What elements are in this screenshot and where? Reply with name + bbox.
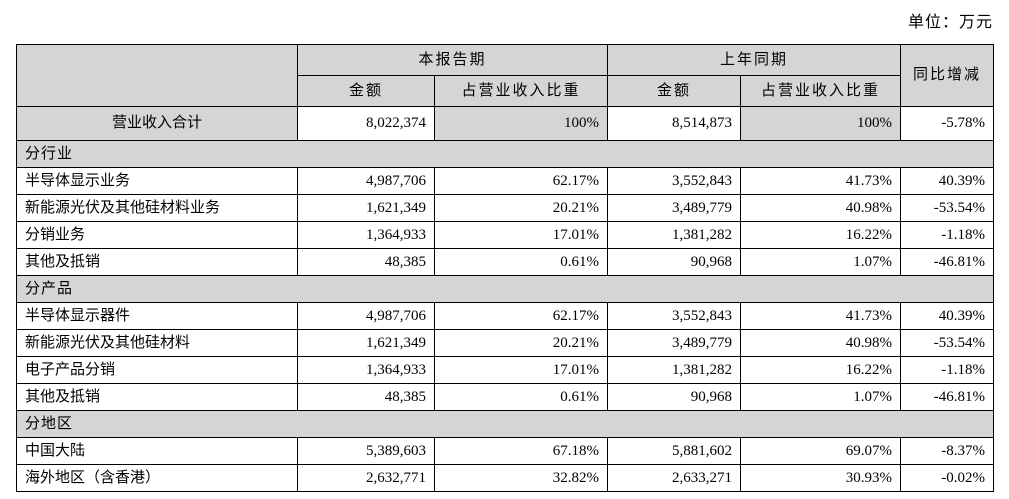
prior-amount-cell: 3,489,779 — [607, 194, 742, 222]
unit-label: 单位：万元 — [907, 14, 993, 31]
row-label: 电子产品分销 — [16, 356, 298, 384]
current-ratio-cell: 32.82% — [433, 464, 609, 492]
row-label: 营业收入合计 — [16, 106, 298, 141]
total-revenue-row: 营业收入合计 8,022,374 100% 8,514,873 100% -5.… — [16, 106, 995, 141]
table-row: 中国大陆 5,389,603 67.18% 5,881,602 69.07% -… — [16, 437, 995, 465]
current-amount-cell: 1,621,349 — [297, 194, 435, 222]
table-row: 分销业务 1,364,933 17.01% 1,381,282 16.22% -… — [16, 221, 995, 249]
current-ratio-cell: 67.18% — [433, 437, 609, 465]
revenue-breakdown-table: 本报告期 上年同期 同比增减 金额 占营业收入比重 金额 占营业收入比重 营业收… — [15, 44, 995, 492]
current-ratio-cell: 62.17% — [433, 167, 609, 195]
prior-ratio-cell: 1.07% — [740, 383, 902, 411]
yoy-cell: -0.02% — [900, 464, 995, 492]
current-amount-cell: 4,987,706 — [297, 167, 435, 195]
current-ratio-cell: 0.61% — [433, 383, 609, 411]
prior-amount-cell: 2,633,271 — [607, 464, 742, 492]
table-row: 其他及抵销 48,385 0.61% 90,968 1.07% -46.81% — [16, 383, 995, 411]
table-row: 海外地区（含香港） 2,632,771 32.82% 2,633,271 30.… — [16, 464, 995, 492]
current-amount-cell: 1,364,933 — [297, 356, 435, 384]
col-header-prior-amount: 金额 — [607, 75, 742, 107]
current-ratio-cell: 20.21% — [433, 329, 609, 357]
prior-amount-cell: 3,552,843 — [607, 302, 742, 330]
prior-amount-cell: 90,968 — [607, 383, 742, 411]
table-row: 半导体显示器件 4,987,706 62.17% 3,552,843 41.73… — [16, 302, 995, 330]
section-title: 分行业 — [15, 140, 995, 168]
current-ratio-cell: 17.01% — [433, 221, 609, 249]
section-row-region: 分地区 — [15, 410, 995, 438]
prior-ratio-cell: 40.98% — [740, 194, 902, 222]
section-row-industry: 分行业 — [15, 140, 995, 168]
current-amount-cell: 4,987,706 — [297, 302, 435, 330]
current-amount-cell: 2,632,771 — [297, 464, 435, 492]
table-row: 新能源光伏及其他硅材料 1,621,349 20.21% 3,489,779 4… — [16, 329, 995, 357]
col-header-current-period: 本报告期 — [296, 44, 609, 76]
current-ratio-cell: 100% — [433, 106, 609, 141]
section-title: 分产品 — [15, 275, 995, 303]
current-amount-cell: 48,385 — [297, 248, 435, 276]
col-header-current-ratio: 占营业收入比重 — [433, 75, 609, 107]
prior-amount-cell: 1,381,282 — [607, 221, 742, 249]
prior-ratio-cell: 100% — [740, 106, 902, 141]
yoy-cell: -5.78% — [900, 106, 995, 141]
yoy-cell: -53.54% — [900, 194, 995, 222]
current-ratio-cell: 0.61% — [433, 248, 609, 276]
row-label: 其他及抵销 — [16, 383, 298, 411]
prior-ratio-cell: 30.93% — [740, 464, 902, 492]
prior-amount-cell: 3,489,779 — [607, 329, 742, 357]
current-amount-cell: 48,385 — [297, 383, 435, 411]
table-row: 其他及抵销 48,385 0.61% 90,968 1.07% -46.81% — [16, 248, 995, 276]
yoy-cell: -46.81% — [900, 248, 995, 276]
col-header-yoy: 同比增减 — [900, 44, 995, 107]
table-row: 半导体显示业务 4,987,706 62.17% 3,552,843 41.73… — [16, 167, 995, 195]
row-label: 半导体显示器件 — [16, 302, 298, 330]
row-label: 海外地区（含香港） — [16, 464, 298, 492]
col-header-prior-ratio: 占营业收入比重 — [740, 75, 902, 107]
col-header-prior-period: 上年同期 — [607, 44, 902, 76]
table-row: 电子产品分销 1,364,933 17.01% 1,381,282 16.22%… — [16, 356, 995, 384]
prior-ratio-cell: 16.22% — [740, 221, 902, 249]
current-amount-cell: 5,389,603 — [297, 437, 435, 465]
prior-amount-cell: 90,968 — [607, 248, 742, 276]
section-title: 分地区 — [15, 410, 995, 438]
yoy-cell: 40.39% — [900, 167, 995, 195]
current-ratio-cell: 17.01% — [433, 356, 609, 384]
col-header-current-amount: 金额 — [297, 75, 435, 107]
header-row-periods: 本报告期 上年同期 同比增减 — [16, 44, 995, 107]
table-row: 新能源光伏及其他硅材料业务 1,621,349 20.21% 3,489,779… — [16, 194, 995, 222]
header-row-metrics: 金额 占营业收入比重 金额 占营业收入比重 — [17, 75, 994, 107]
current-amount-cell: 8,022,374 — [297, 106, 435, 141]
prior-ratio-cell: 41.73% — [740, 302, 902, 330]
current-ratio-cell: 62.17% — [433, 302, 609, 330]
prior-ratio-cell: 16.22% — [740, 356, 902, 384]
row-label: 半导体显示业务 — [16, 167, 298, 195]
prior-ratio-cell: 40.98% — [740, 329, 902, 357]
current-amount-cell: 1,364,933 — [297, 221, 435, 249]
section-row-product: 分产品 — [15, 275, 995, 303]
yoy-cell: -1.18% — [900, 356, 995, 384]
current-amount-cell: 1,621,349 — [297, 329, 435, 357]
row-label: 分销业务 — [16, 221, 298, 249]
prior-amount-cell: 3,552,843 — [607, 167, 742, 195]
row-label: 新能源光伏及其他硅材料 — [16, 329, 298, 357]
prior-amount-cell: 5,881,602 — [607, 437, 742, 465]
yoy-cell: -8.37% — [900, 437, 995, 465]
prior-ratio-cell: 69.07% — [740, 437, 902, 465]
corner-cell — [16, 44, 298, 107]
yoy-cell: 40.39% — [900, 302, 995, 330]
yoy-cell: -1.18% — [900, 221, 995, 249]
prior-amount-cell: 8,514,873 — [607, 106, 742, 141]
yoy-cell: -53.54% — [900, 329, 995, 357]
row-label: 新能源光伏及其他硅材料业务 — [16, 194, 298, 222]
prior-amount-cell: 1,381,282 — [607, 356, 742, 384]
prior-ratio-cell: 1.07% — [740, 248, 902, 276]
row-label: 中国大陆 — [16, 437, 298, 465]
row-label: 其他及抵销 — [16, 248, 298, 276]
current-ratio-cell: 20.21% — [433, 194, 609, 222]
yoy-cell: -46.81% — [900, 383, 995, 411]
prior-ratio-cell: 41.73% — [740, 167, 902, 195]
